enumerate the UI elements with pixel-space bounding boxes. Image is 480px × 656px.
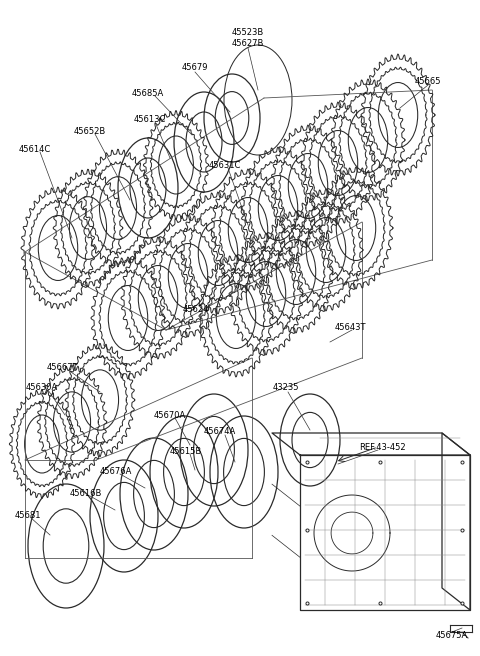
Text: 45624: 45624 bbox=[183, 306, 209, 314]
Text: 43235: 43235 bbox=[273, 384, 299, 392]
Text: 45630A: 45630A bbox=[26, 384, 58, 392]
Text: 45681: 45681 bbox=[15, 510, 41, 520]
Text: 45675A: 45675A bbox=[436, 632, 468, 640]
Text: 45674A: 45674A bbox=[204, 428, 236, 436]
Text: 45615B: 45615B bbox=[170, 447, 202, 457]
Text: 45652B: 45652B bbox=[74, 127, 106, 136]
Text: 45679: 45679 bbox=[182, 64, 208, 73]
Text: REF.43-452: REF.43-452 bbox=[359, 443, 405, 453]
Text: 45523B
45627B: 45523B 45627B bbox=[232, 28, 264, 48]
Text: 45685A: 45685A bbox=[132, 89, 164, 98]
Text: 45613C: 45613C bbox=[134, 115, 166, 125]
Text: 45665: 45665 bbox=[415, 77, 441, 87]
Text: 45643T: 45643T bbox=[334, 323, 366, 333]
Text: 45631C: 45631C bbox=[209, 161, 241, 169]
Text: 45676A: 45676A bbox=[100, 468, 132, 476]
Text: 45667T: 45667T bbox=[46, 363, 78, 373]
Text: 45614C: 45614C bbox=[19, 146, 51, 155]
Text: 45670A: 45670A bbox=[154, 411, 186, 419]
Text: 45616B: 45616B bbox=[70, 489, 102, 499]
